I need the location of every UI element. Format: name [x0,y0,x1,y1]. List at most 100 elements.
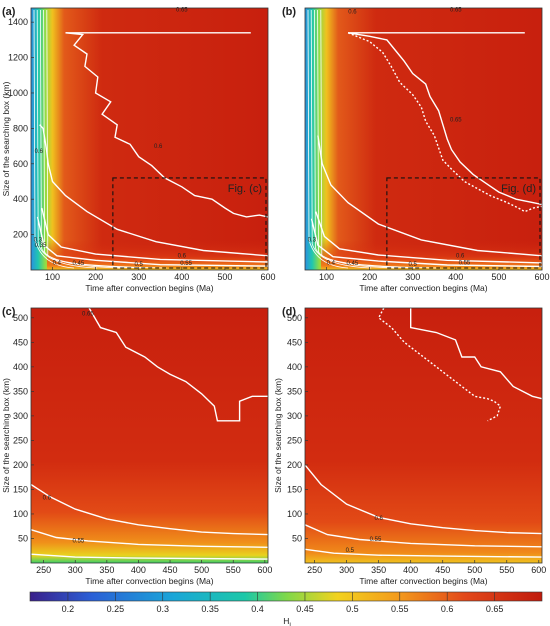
y-tick-label: 350 [13,386,28,396]
y-tick-label: 1200 [8,53,28,63]
x-tick-label: 200 [362,272,377,282]
contour-label: 0.5 [346,548,355,554]
y-tick-label: 200 [287,460,302,470]
colorbar: 0.2 0.25 0.3 0.35 0.4 0.45 0.5 0.55 0.6 0.65 HL [29,591,543,626]
contour-label: 0.6 [154,144,163,150]
y-tick-label: 300 [13,411,28,421]
contour-label: 0.45 [73,261,85,267]
panel-label: (d) [282,306,296,318]
contour-dotted-0.65 [347,32,543,213]
panel-label: (c) [2,306,16,318]
y-tick-label: 450 [13,337,28,347]
contour-label: 0.3 [308,238,317,244]
x-tick-label: 250 [36,565,51,575]
inset-box [386,177,541,269]
contour-label: 0.45 [347,261,359,267]
y-tick-label: 200 [13,460,28,470]
contour-dotted-0.65 [377,307,502,422]
x-tick-label: 450 [435,565,450,575]
contour-line-0.6 [39,124,269,257]
contour-label: 0.65 [176,8,188,14]
x-tick-label: 400 [174,272,189,282]
x-tick-label: 600 [534,272,549,282]
contour-strip [36,9,98,269]
colorbar-tick-label: 0.4 [251,604,264,614]
x-tick-label: 500 [467,565,482,575]
colorbar-tick-label: 0.5 [346,604,359,614]
contour-label: 0.6 [43,495,52,501]
colorbar-label: HL [283,616,293,626]
contour-line-0.6 [304,464,543,535]
y-axis-label: Size of the searching box (km) [1,378,11,493]
axes-frame [30,307,269,564]
contour-line-0.55 [304,524,543,548]
inset-annotation: Fig. (d) [501,183,536,195]
colorbar-tick-label: 0.35 [201,604,219,614]
x-tick-label: 600 [257,565,272,575]
y-tick-label: 50 [292,533,302,543]
x-tick-label: 550 [499,565,514,575]
inset-annotation: Fig. (c) [228,183,262,195]
contour-label: 0.5 [409,262,418,268]
contour-label: 0.55 [459,261,471,267]
panel-d: 0.6 0.55 0.5 250 300 350 400 450 500 550 600 50 100 1… [273,306,546,586]
colorbar-tick-label: 0.65 [486,604,504,614]
contour-line-0.65 [88,307,268,422]
y-tick-label: 800 [13,123,28,133]
y-tick-label: 100 [287,509,302,519]
y-axis-label: Size of the searching box (km) [273,378,283,493]
contour-label: 0.65 [450,117,462,123]
y-tick-label: 400 [13,194,28,204]
colorbar-tick-label: 0.55 [391,604,409,614]
x-tick-label: 400 [448,272,463,282]
y-tick-label: 150 [287,484,302,494]
contour-line-0.65 [410,308,543,400]
x-tick-label: 350 [371,565,386,575]
colorbar-tick-label: 0.2 [62,604,75,614]
panel-c: 0.65 0.6 0.55 250 300 350 400 450 500 550 600 50 100… [1,306,272,586]
x-axis-label: Time after convection begins (Ma) [85,576,213,586]
x-axis-label: Time after convection begins (Ma) [85,283,213,293]
x-tick-label: 250 [307,565,322,575]
x-tick-label: 300 [405,272,420,282]
panel-label: (a) [2,6,16,18]
contour-line-0.55 [30,529,269,548]
contour-label: 0.3 [34,238,43,244]
contour-strip [320,9,441,269]
heatmap-gradient [31,308,268,563]
x-tick-label: 100 [319,272,334,282]
contour-label: 0.6 [374,516,383,522]
y-tick-label: 600 [13,159,28,169]
contour-strip [33,9,75,269]
y-tick-label: 250 [287,435,302,445]
colorbar-tick-label: 0.45 [296,604,314,614]
x-tick-label: 500 [491,272,506,282]
contour-line-0.65 [65,32,269,218]
axes-frame [304,307,543,564]
x-tick-label: 300 [131,272,146,282]
contour-label: 0.6 [348,9,357,15]
contour-label: 0.55 [73,538,85,544]
contour-label: 0.55 [370,537,382,543]
x-tick-label: 300 [339,565,354,575]
x-tick-label: 600 [260,272,275,282]
y-tick-label: 500 [287,313,302,323]
colorbar-strip [29,591,543,602]
contour-line-0.5 [36,216,269,267]
y-tick-label: 200 [13,230,28,240]
contour-line-0.5 [30,553,269,560]
contour-line-0.5 [304,548,543,558]
x-tick-label: 450 [163,565,178,575]
contour-line-0.6 [30,483,269,536]
x-tick-label: 500 [217,272,232,282]
contour-strip [46,9,167,269]
contour-line-0.65 [347,32,543,206]
contour-label: 0.6 [456,254,465,260]
x-tick-label: 350 [99,565,114,575]
x-tick-label: 400 [131,565,146,575]
y-tick-label: 350 [287,386,302,396]
inset-box [112,177,267,269]
